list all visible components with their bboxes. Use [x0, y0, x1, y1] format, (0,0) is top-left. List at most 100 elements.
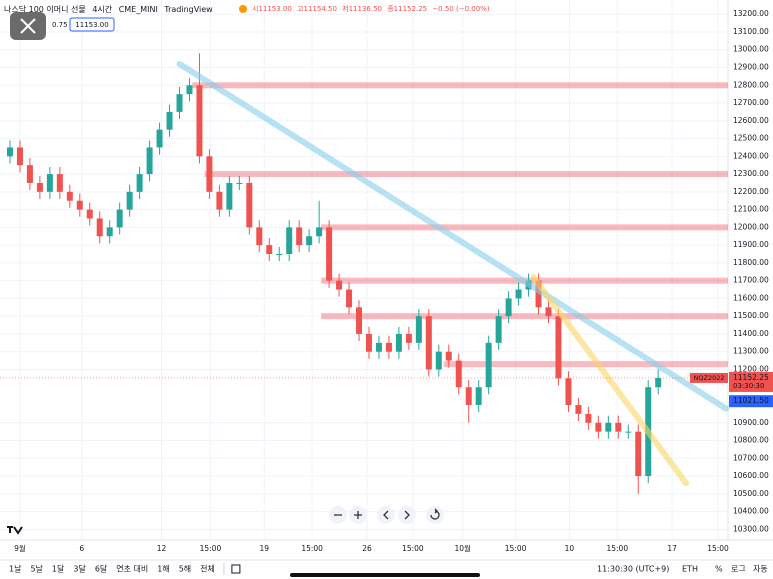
percent-toggle[interactable]: %: [715, 565, 723, 574]
x-tick-label: 10: [565, 544, 575, 553]
candle-body: [515, 289, 522, 299]
zoom-in-icon: [354, 511, 362, 519]
price-tag: 11152.25: [733, 373, 769, 382]
range-button[interactable]: 1날: [9, 564, 22, 574]
y-tick-label: 11200.00: [733, 364, 769, 373]
ohlc-value: 시11153.00: [252, 5, 292, 13]
candle-body: [565, 378, 572, 405]
auto-toggle[interactable]: 자동: [753, 565, 768, 574]
header: 나스닥 100 이머니 선물 4시간 CME_MINI TradingView: [4, 4, 213, 14]
y-tick-label: 10400.00: [733, 507, 769, 516]
candle-body: [86, 209, 93, 219]
candle-body: [216, 191, 223, 210]
candle-body: [46, 174, 53, 192]
reset[interactable]: [426, 506, 444, 524]
ohlc-value: −0.50 (−0.00%): [432, 5, 490, 13]
candle-body: [76, 200, 83, 210]
x-tick-label: 26: [362, 544, 372, 553]
y-tick-label: 10500.00: [733, 489, 769, 498]
y-tick-label: 12400.00: [733, 151, 769, 160]
trendline: [530, 274, 690, 487]
candle-body: [505, 298, 512, 317]
candle-body: [365, 333, 372, 352]
symbol-tag-box: [690, 372, 728, 383]
range-button[interactable]: 1달: [52, 565, 65, 574]
candle-body: [296, 227, 303, 246]
range-button[interactable]: 6달: [95, 565, 108, 574]
x-tick-label: 17: [667, 544, 677, 553]
candle-body: [425, 316, 432, 370]
source: TradingView: [163, 5, 213, 14]
candle-body: [605, 422, 612, 432]
range-button[interactable]: 연초 대비: [116, 565, 148, 574]
range-button[interactable]: 전체: [200, 564, 215, 574]
candle-body: [415, 316, 422, 343]
level-zone: [204, 171, 728, 178]
trendline: [176, 60, 730, 412]
x-tick-label: 15:00: [200, 544, 222, 553]
range-button[interactable]: 1해: [157, 564, 169, 574]
candle-body: [176, 94, 183, 112]
y-tick-label: 12100.00: [733, 205, 769, 214]
ohlc-legend: 시11153.00 고11154.50 저11136.50 종11152.25 …: [252, 4, 490, 13]
candle-body: [236, 182, 243, 184]
countdown: 03:30:30: [733, 382, 764, 390]
level-zone: [192, 82, 728, 89]
candle-body: [56, 174, 63, 192]
candle-body: [575, 405, 582, 414]
candle-body: [545, 307, 552, 317]
candle-body: [16, 147, 23, 166]
candle-body: [166, 111, 173, 130]
candle-body: [475, 387, 482, 405]
scroll-left[interactable]: [377, 506, 395, 524]
candle-body: [66, 191, 73, 201]
candle-body: [336, 280, 343, 290]
x-tick-label: 15:00: [301, 544, 323, 553]
x-tick-label: 15:00: [402, 544, 424, 553]
session[interactable]: ETH: [682, 565, 698, 574]
level-zone: [321, 224, 728, 231]
candle-body: [585, 413, 592, 423]
candle-body: [186, 85, 193, 95]
log-toggle[interactable]: 로그: [731, 565, 746, 574]
range-button[interactable]: 5해: [179, 564, 191, 574]
candle-body: [405, 333, 412, 343]
candle-body: [96, 218, 103, 237]
candle-body: [106, 227, 113, 237]
price-tag: 11021.50: [733, 396, 769, 405]
candle-body: [286, 227, 293, 255]
home-indicator: [290, 573, 480, 577]
scroll-right[interactable]: [398, 506, 416, 524]
level-zone: [443, 361, 728, 368]
candle-body: [26, 165, 33, 183]
plot-area: [0, 0, 730, 540]
candle-body: [375, 342, 382, 352]
calendar-icon: [231, 564, 241, 574]
candle-body: [655, 377, 662, 388]
y-tick-label: 12900.00: [733, 63, 769, 72]
candle-body: [535, 280, 542, 308]
range-button[interactable]: 3달: [73, 565, 86, 574]
candle-body: [36, 182, 43, 192]
range-button[interactable]: 5날: [30, 564, 43, 574]
candle-body: [196, 85, 203, 157]
x-tick-label: 9월: [14, 543, 26, 553]
symbol-title: 나스닥 100 이머니 선물: [4, 4, 86, 14]
ohlc-value: 종11152.25: [387, 5, 427, 13]
x-tick-label: 15:00: [505, 544, 527, 553]
candle-body: [226, 182, 233, 210]
candle-body: [495, 316, 502, 343]
candle-body: [316, 227, 323, 237]
y-tick-label: 10600.00: [733, 471, 769, 480]
y-tick-label: 10300.00: [733, 524, 769, 533]
y-tick-label: 10700.00: [733, 453, 769, 462]
exchange: CME_MINI: [119, 5, 158, 14]
candle-body: [635, 431, 642, 477]
y-tick-label: 11700.00: [733, 276, 769, 285]
price-box-text: 11153.00: [75, 21, 108, 29]
interval: 4시간: [92, 4, 112, 14]
y-tick-label: 11600.00: [733, 293, 769, 302]
candle-body: [615, 422, 622, 432]
y-tick-label: 10800.00: [733, 436, 769, 445]
